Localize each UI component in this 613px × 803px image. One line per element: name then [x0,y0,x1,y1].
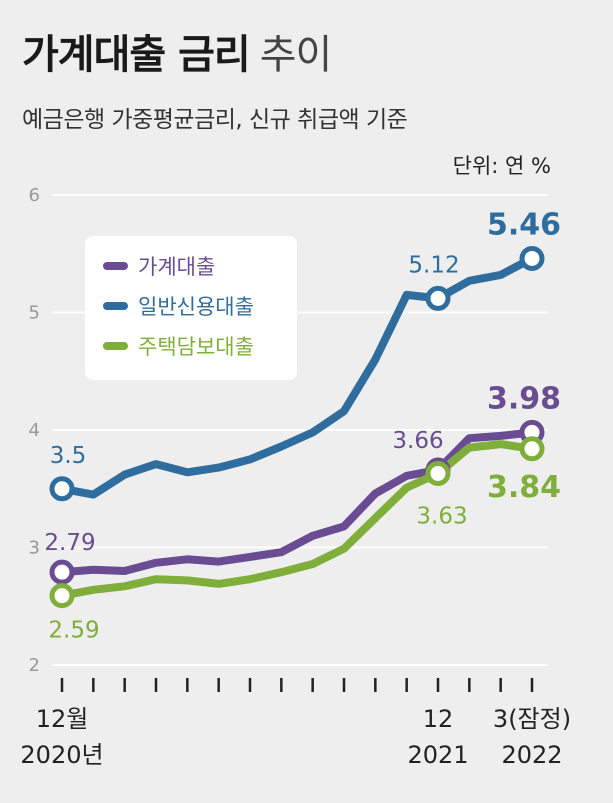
data-point-marker [519,436,545,462]
y-tick-label: 4 [29,420,40,441]
x-tick-year-label: 2021 [407,741,468,769]
x-axis: 12월 2020년 12 2021 3(잠정) 2022 [20,678,571,769]
data-label: 3.84 [487,470,561,505]
x-tick-label: 3(잠정) [493,705,571,733]
data-labels: 3.5 5.12 5.46 2.79 3.66 3.98 2.59 3.63 3.84 [44,207,561,643]
legend-label: 일반신용대출 [138,295,254,319]
data-point-marker [49,476,75,502]
unit-label: 단위: 연 % [452,154,551,178]
data-label: 2.59 [48,618,99,644]
data-point-marker [49,559,75,585]
data-label: 3.5 [50,443,87,469]
series-line-0 [58,428,536,577]
y-tick-label: 5 [29,303,40,324]
data-label: 3.98 [487,381,561,416]
legend-box [85,236,297,380]
title-bold: 가계대출 금리 [22,32,251,78]
title-light: 추이 [259,32,333,78]
data-label: 5.46 [487,207,561,242]
data-point-marker [519,245,545,271]
series-line-1 [58,254,536,499]
y-tick-label: 3 [29,538,40,559]
y-tick-label: 6 [29,185,40,206]
chart-subtitle: 예금은행 가중평균금리, 신규 취급액 기준 [22,107,408,133]
series-layer [49,245,545,609]
data-label: 3.66 [392,428,443,454]
data-point-marker [425,285,451,311]
x-tick-label: 12 [423,705,454,733]
legend-label: 주택담보대출 [138,335,254,359]
grid-layer: 2 3 4 5 6 [29,185,548,676]
legend-label: 가계대출 [138,255,215,279]
x-tick-year-label: 2020년 [20,741,103,769]
data-point-marker [425,460,451,486]
data-point-marker [49,583,75,609]
chart-title: 가계대출 금리 추이 [22,22,333,80]
data-label: 5.12 [408,252,459,278]
series-line-2 [58,440,536,600]
y-tick-label: 2 [29,655,40,676]
data-label: 2.79 [44,530,95,556]
x-tick-label: 12월 [36,705,89,733]
x-tick-year-label: 2022 [501,741,562,769]
data-label: 3.63 [416,503,467,529]
